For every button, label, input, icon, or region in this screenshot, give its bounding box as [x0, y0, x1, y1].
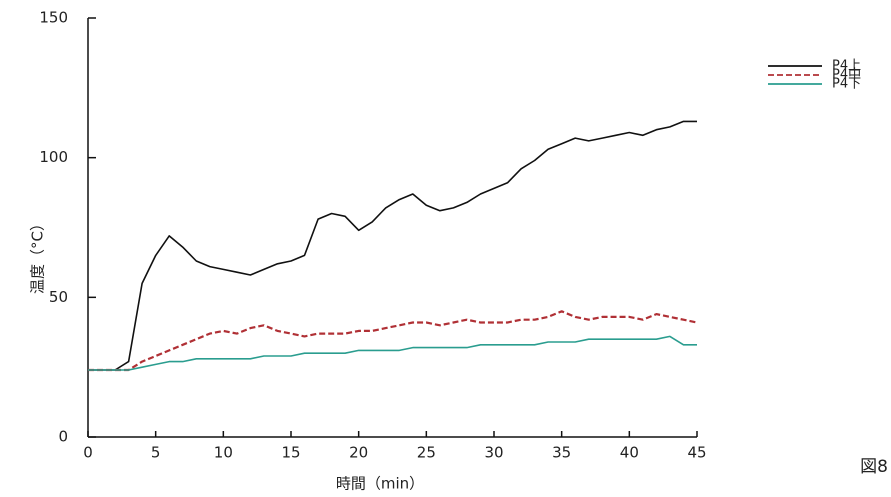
- y-tick-label: 100: [39, 148, 68, 166]
- x-tick-label: 30: [484, 444, 503, 462]
- y-tick-label: 0: [58, 428, 68, 446]
- x-tick-label: 40: [620, 444, 639, 462]
- legend-label: P4下: [832, 77, 861, 92]
- y-tick-label: 150: [39, 9, 68, 27]
- data-line: [88, 335, 697, 371]
- x-tick-label: 5: [151, 444, 161, 462]
- y-tick-label: 50: [49, 288, 68, 306]
- x-tick-label: 35: [552, 444, 571, 462]
- x-axis-label: 時間（min）: [336, 475, 424, 493]
- x-tick-label: 15: [281, 444, 300, 462]
- x-tick-label: 10: [214, 444, 233, 462]
- x-tick-label: 20: [349, 444, 368, 462]
- x-tick-label: 0: [83, 444, 93, 462]
- y-axis-label: 温度（°C）: [29, 216, 47, 294]
- figure-caption: 図8: [860, 457, 888, 477]
- x-tick-label: 45: [687, 444, 706, 462]
- legend-label: P4中: [832, 68, 861, 83]
- legend-label: P4上: [832, 59, 861, 74]
- data-line: [88, 310, 698, 372]
- data-line: [88, 120, 697, 371]
- x-tick-label: 25: [417, 444, 436, 462]
